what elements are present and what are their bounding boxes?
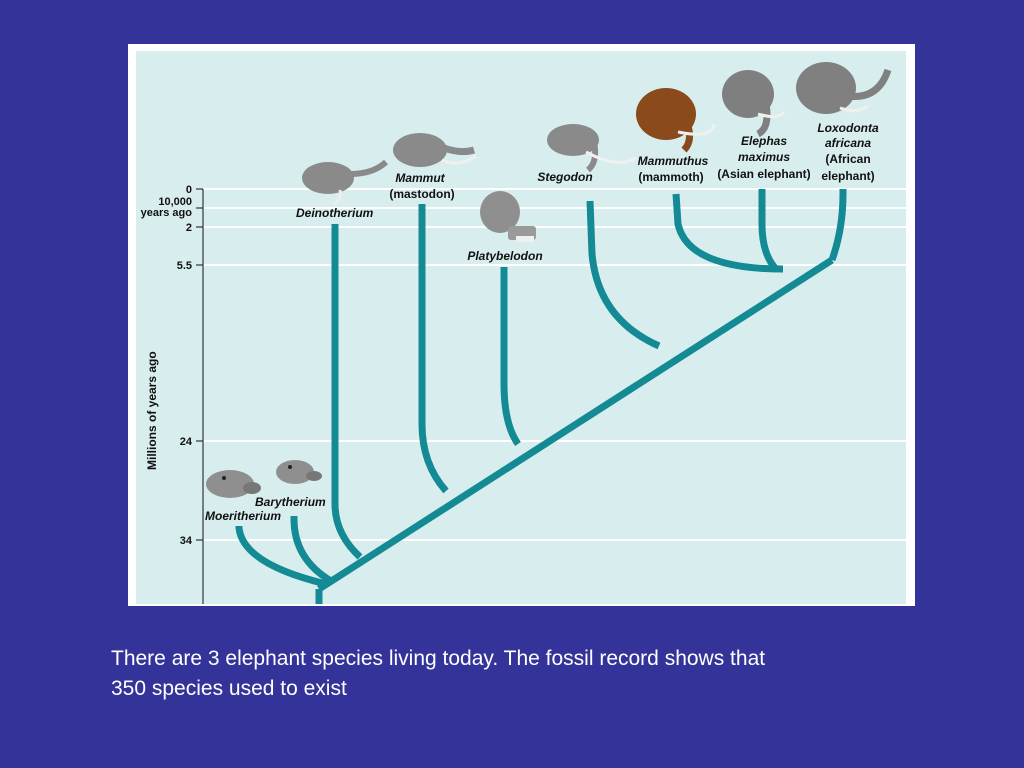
phylogeny-branches bbox=[235, 189, 847, 604]
barytherium-head-icon bbox=[276, 460, 322, 484]
platybelodon-head-icon bbox=[480, 191, 536, 242]
branch-mammut bbox=[418, 204, 449, 494]
y-axis-title: Millions of years ago bbox=[145, 351, 159, 470]
mammoth-head-icon bbox=[636, 88, 716, 153]
label-stegodon: Stegodon bbox=[537, 170, 592, 184]
label-elephas-genus: Elephas bbox=[741, 134, 787, 148]
label-mammuthus-common: (mammoth) bbox=[638, 170, 703, 184]
asian-elephant-head-icon bbox=[722, 70, 786, 138]
y-axis-ticks bbox=[196, 188, 203, 541]
label-platybelodon: Platybelodon bbox=[467, 249, 542, 263]
panel-background bbox=[136, 51, 906, 604]
label-moeritherium: Moeritherium bbox=[205, 509, 281, 523]
label-mammut: Mammut (mastodon) bbox=[389, 171, 454, 201]
branch-platybelodon bbox=[500, 267, 521, 447]
label-loxodonta-common-1: (African bbox=[825, 152, 870, 166]
slide-caption: There are 3 elephant species living toda… bbox=[111, 644, 931, 704]
label-loxodonta-species: africana bbox=[825, 136, 871, 150]
tick-label-0: 0 bbox=[186, 184, 192, 196]
label-loxodonta-genus: Loxodonta bbox=[817, 121, 879, 135]
phylogeny-figure: 0 10,000 years ago 2 5.5 24 34 Millions … bbox=[128, 44, 915, 606]
caption-line-1: There are 3 elephant species living toda… bbox=[111, 647, 766, 670]
label-mammut-name: Mammut bbox=[395, 171, 445, 185]
branch-deinotherium bbox=[331, 224, 363, 560]
tick-label-years-ago: years ago bbox=[141, 207, 193, 219]
mammut-head-icon bbox=[393, 133, 477, 167]
label-elephas-common: (Asian elephant) bbox=[717, 167, 810, 181]
label-loxodonta: Loxodonta africana (African elephant) bbox=[817, 121, 879, 183]
phylogeny-tree-svg: 0 10,000 years ago 2 5.5 24 34 Millions … bbox=[136, 51, 906, 604]
branch-mammuthus bbox=[672, 193, 784, 273]
tick-label-5-5: 5.5 bbox=[177, 260, 192, 272]
branch-loxodonta bbox=[828, 189, 847, 262]
branch-stegodon bbox=[586, 200, 661, 350]
branch-barytherium bbox=[290, 515, 333, 585]
stegodon-head-icon bbox=[547, 124, 637, 173]
moeritherium-head-icon bbox=[206, 470, 261, 498]
label-elephas-species: maximus bbox=[738, 150, 790, 164]
tick-label-10000: 10,000 bbox=[158, 196, 192, 208]
branch-moeritherium bbox=[235, 524, 327, 588]
label-mammuthus-name: Mammuthus bbox=[638, 154, 709, 168]
label-elephas: Elephas maximus (Asian elephant) bbox=[717, 134, 810, 181]
deinotherium-head-icon bbox=[302, 159, 389, 206]
label-barytherium: Barytherium bbox=[255, 495, 326, 509]
caption-line-2: 350 species used to exist bbox=[111, 677, 347, 700]
tick-label-34: 34 bbox=[180, 535, 193, 547]
label-deinotherium: Deinotherium bbox=[296, 206, 374, 220]
label-mammuthus: Mammuthus (mammoth) bbox=[638, 154, 709, 184]
tick-label-24: 24 bbox=[180, 436, 193, 448]
branch-main-trunk bbox=[317, 257, 834, 592]
label-loxodonta-common-2: elephant) bbox=[821, 169, 874, 183]
label-mammut-common: (mastodon) bbox=[389, 187, 454, 201]
african-elephant-head-icon bbox=[796, 62, 892, 114]
tick-label-2: 2 bbox=[186, 222, 192, 234]
